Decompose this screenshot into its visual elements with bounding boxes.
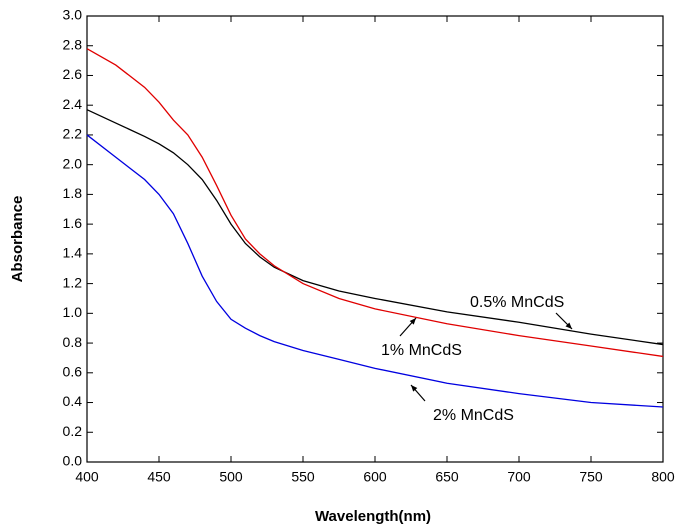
series-label: 0.5% MnCdS	[470, 294, 564, 311]
series-line	[86, 48, 664, 358]
x-tick-label: 550	[291, 469, 315, 485]
y-tick-label: 0.8	[63, 334, 83, 350]
y-tick-label: 0.6	[63, 364, 83, 380]
series-line	[86, 134, 664, 408]
arrow-head	[565, 322, 572, 329]
y-axis-label: Absorbance	[9, 196, 26, 283]
y-tick-label: 2.4	[63, 96, 83, 112]
x-tick-label: 700	[507, 469, 531, 485]
y-tick-label: 2.2	[63, 126, 83, 142]
y-tick-label: 0.2	[63, 423, 83, 439]
x-axis-label: Wavelength(nm)	[315, 508, 431, 525]
plot-frame	[86, 15, 664, 463]
x-tick-label: 600	[363, 469, 387, 485]
series-line	[86, 109, 664, 346]
y-tick-label: 1.8	[63, 185, 83, 201]
series-label: 2% MnCdS	[433, 407, 514, 424]
y-tick-label: 2.6	[63, 66, 83, 82]
x-tick-label: 450	[147, 469, 171, 485]
y-tick-label: 2.0	[63, 155, 83, 171]
y-tick-label: 1.2	[63, 274, 83, 290]
x-tick-label: 650	[435, 469, 459, 485]
y-tick-label: 2.8	[63, 36, 83, 52]
x-tick-label: 500	[219, 469, 243, 485]
series-label: 1% MnCdS	[381, 342, 462, 359]
y-tick-label: 0.4	[63, 393, 83, 409]
arrow-head	[409, 318, 416, 325]
y-tick-label: 3.0	[63, 7, 83, 23]
arrow-head	[411, 385, 418, 392]
x-tick-label: 750	[579, 469, 603, 485]
x-tick-label: 800	[651, 469, 675, 485]
y-tick-label: 1.6	[63, 215, 83, 231]
y-tick-label: 0.0	[63, 453, 83, 469]
y-tick-label: 1.4	[63, 245, 83, 261]
y-tick-label: 1.0	[63, 304, 83, 320]
x-tick-label: 400	[75, 469, 99, 485]
